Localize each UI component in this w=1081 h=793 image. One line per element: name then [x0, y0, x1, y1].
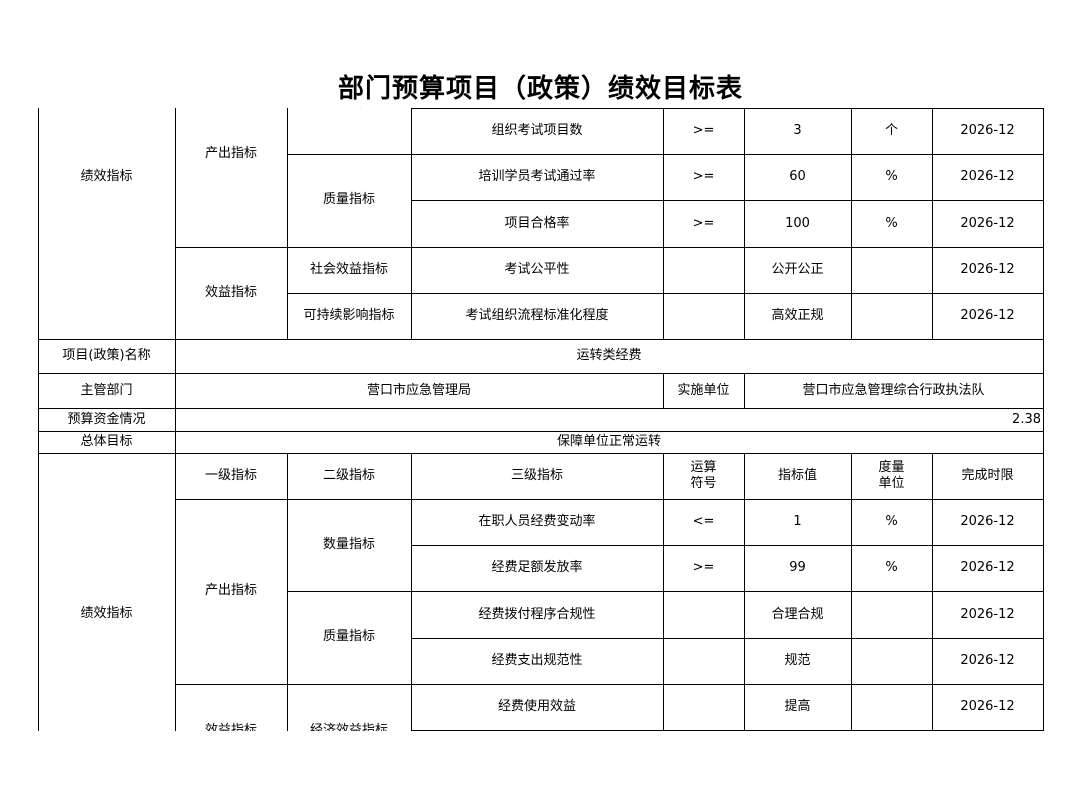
table-cell — [932, 684, 1044, 731]
table-cell — [175, 408, 1044, 432]
row-name: 考试公平性 — [504, 262, 570, 277]
row-name: 考试组织流程标准化程度 — [465, 308, 609, 323]
dept-value: 营口市应急管理局 — [366, 383, 472, 398]
row-name: 经费足额发放率 — [491, 560, 583, 575]
row-name: 在职人员经费变动率 — [478, 514, 596, 529]
goal-label: 总体目标 — [80, 434, 133, 449]
col0-cell — [38, 108, 176, 340]
table-cell — [851, 247, 933, 294]
row-deadline: 2026-12 — [960, 308, 1015, 323]
level1-label: 效益指标 — [204, 723, 258, 731]
column-header: 运算 符号 — [690, 460, 717, 491]
row-deadline: 2026-12 — [960, 514, 1015, 529]
column-header: 完成时限 — [961, 468, 1014, 483]
row-op: >= — [692, 560, 715, 575]
row-unit: % — [885, 215, 898, 231]
row-unit: % — [885, 560, 898, 575]
page-title: 部门预算项目（政策）绩效目标表 — [337, 74, 743, 104]
column-header: 三级指标 — [510, 468, 564, 483]
row-value: 规范 — [784, 653, 811, 668]
level1-label: 效益指标 — [204, 285, 258, 300]
row-value: 提高 — [784, 699, 811, 714]
project-name-label: 项目(政策)名称 — [62, 348, 151, 363]
level2-cell — [287, 108, 412, 155]
level2-label: 质量指标 — [322, 192, 376, 207]
row-name: 组织考试项目数 — [491, 123, 583, 138]
table-cell — [663, 684, 745, 731]
column-header: 度量 单位 — [878, 460, 905, 491]
level1-label: 产出指标 — [204, 146, 258, 161]
row-op: <= — [692, 514, 715, 529]
level2-label: 社会效益指标 — [309, 262, 389, 277]
row-deadline: 2026-12 — [960, 606, 1015, 622]
row-deadline: 2026-12 — [960, 653, 1015, 668]
row-value: 100 — [785, 215, 810, 231]
row-value: 60 — [789, 169, 806, 184]
row-name: 经费支出规范性 — [491, 653, 583, 668]
row-value: 99 — [789, 560, 806, 575]
performance-label: 绩效指标 — [80, 606, 133, 621]
col0-cell — [38, 453, 176, 731]
performance-label: 绩效指标 — [80, 169, 133, 184]
row-deadline: 2026-12 — [960, 262, 1015, 277]
row-op: >= — [692, 169, 715, 184]
table-cell — [663, 638, 745, 685]
row-value: 1 — [793, 514, 802, 529]
row-value: 公开公正 — [771, 262, 824, 277]
level2-label: 经济效益指标 — [309, 723, 389, 731]
level1-label: 产出指标 — [204, 583, 258, 598]
budget-value: 2.38 — [1012, 412, 1041, 427]
row-value: 合理合规 — [771, 606, 824, 622]
row-value: 高效正规 — [771, 308, 824, 323]
row-deadline: 2026-12 — [960, 699, 1015, 714]
row-deadline: 2026-12 — [960, 123, 1015, 138]
table-cell — [663, 293, 745, 340]
row-op: >= — [692, 123, 715, 138]
performance-table: 绩效指标产出指标效益指标数量指标质量指标社会效益指标可持续影响指标组织考试项目数… — [0, 108, 1081, 731]
level2-label: 数量指标 — [323, 108, 375, 112]
project-name: 运转类经费 — [576, 348, 642, 363]
row-value: 3 — [793, 123, 802, 138]
table-cell — [663, 591, 745, 639]
row-name: 培训学员考试通过率 — [478, 169, 596, 184]
row-unit: 个 — [884, 123, 899, 138]
row-op: >= — [692, 215, 715, 231]
table-cell — [851, 591, 933, 639]
level2-label: 数量指标 — [322, 537, 376, 552]
row-unit: % — [885, 514, 898, 529]
table-cell — [851, 684, 933, 731]
row-name: 项目合格率 — [504, 215, 570, 231]
level2-label: 可持续影响指标 — [303, 308, 395, 323]
row-name: 经费拨付程序合规性 — [478, 606, 596, 622]
budget-label: 预算资金情况 — [67, 412, 146, 427]
impl-label: 实施单位 — [677, 383, 730, 398]
impl-value: 营口市应急管理综合行政执法队 — [802, 383, 985, 398]
row-deadline: 2026-12 — [960, 215, 1015, 231]
row-deadline: 2026-12 — [960, 169, 1015, 184]
table-cell — [663, 247, 745, 294]
dept-label: 主管部门 — [80, 383, 133, 398]
row-name: 经费使用效益 — [497, 699, 577, 714]
row-deadline: 2026-12 — [960, 560, 1015, 575]
level2-label: 质量指标 — [322, 629, 376, 644]
table-cell — [851, 293, 933, 340]
level1-cell — [175, 108, 288, 248]
column-header: 一级指标 — [204, 468, 258, 483]
row-unit: % — [885, 169, 898, 184]
column-header: 二级指标 — [322, 468, 376, 483]
column-header: 指标值 — [777, 468, 818, 483]
table-cell — [851, 638, 933, 685]
goal-value: 保障单位正常运转 — [556, 434, 662, 449]
